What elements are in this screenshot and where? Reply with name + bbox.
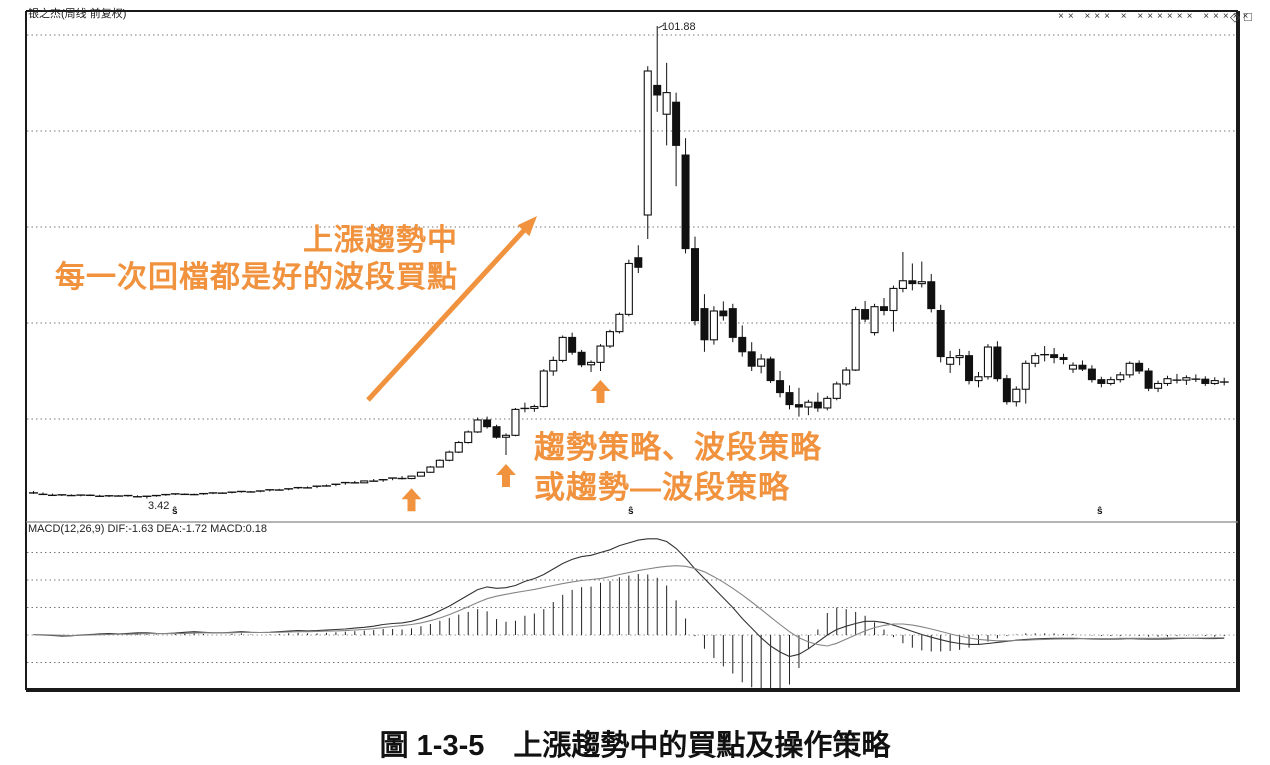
macd-histogram bbox=[33, 573, 1225, 688]
trend-arrow-head bbox=[517, 216, 537, 237]
strategy-annotation: 趨勢策略、波段策略 或趨勢—波段策略 bbox=[534, 428, 822, 508]
ma-value-marks: ×× ××× × ×××××× ××××× bbox=[1058, 11, 1253, 22]
chart-title: 银之杰(周线 前复权) bbox=[28, 8, 127, 20]
diamond-icon[interactable]: ◇ bbox=[1230, 9, 1240, 24]
candlestick-series bbox=[29, 25, 1229, 499]
trend-annotation-line1: 上漲趨勢中 bbox=[303, 224, 458, 257]
buy-arrow-icon bbox=[496, 464, 516, 487]
window-icon[interactable]: □ bbox=[1244, 9, 1252, 24]
buy-arrow-icon bbox=[401, 488, 422, 512]
figure-caption: 圖 1-3-5 上漲趨勢中的買點及操作策略 bbox=[379, 730, 891, 762]
axis-marker-2: ŝ bbox=[628, 506, 634, 517]
trend-arrow-line bbox=[366, 224, 530, 402]
gridlines bbox=[27, 34, 1236, 663]
price-low-label: 3.42 bbox=[148, 500, 170, 512]
price-high-label: 101.88 bbox=[662, 21, 696, 33]
trend-annotation-line2: 每一次回檔都是好的波段買點 bbox=[55, 261, 458, 294]
buy-arrow-icon bbox=[590, 380, 611, 403]
macd-dea-line bbox=[33, 565, 1225, 647]
macd-label: MACD(12,26,9) DIF:-1.63 DEA:-1.72 MACD:0… bbox=[28, 523, 268, 535]
high-marker-pointer bbox=[657, 24, 665, 29]
axis-marker-3: ŝ bbox=[1097, 506, 1103, 517]
strategy-annotation-line1: 趨勢策略、波段策略 bbox=[534, 430, 822, 465]
trend-annotation: 上漲趨勢中 每一次回檔都是好的波段買點 bbox=[55, 222, 458, 296]
axis-marker-1: ŝ bbox=[172, 506, 178, 517]
strategy-annotation-line2: 或趨勢—波段策略 bbox=[534, 470, 790, 505]
chart-frame bbox=[25, 10, 1240, 692]
annotation-arrows bbox=[366, 216, 611, 512]
